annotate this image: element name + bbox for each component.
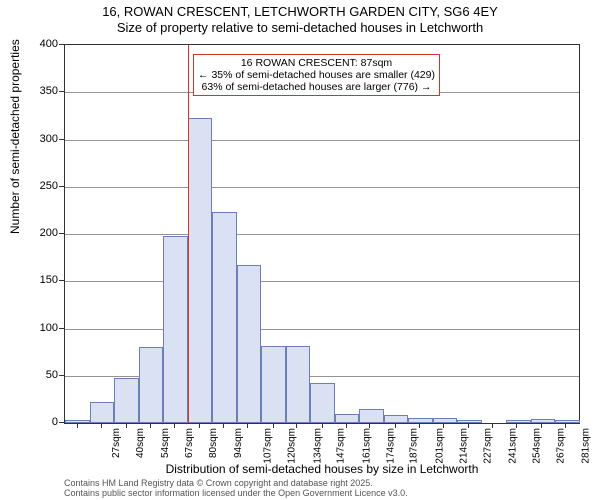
x-tick-label: 214sqm (458, 428, 469, 464)
x-axis-label: Distribution of semi-detached houses by … (64, 462, 580, 476)
x-tick-label: 107sqm (263, 428, 274, 464)
x-tick-mark (150, 424, 151, 428)
histogram-bar (335, 414, 360, 423)
title-block: 16, ROWAN CRESCENT, LETCHWORTH GARDEN CI… (0, 4, 600, 36)
histogram-bar (139, 347, 164, 423)
x-tick-mark (223, 424, 224, 428)
x-tick-mark (174, 424, 175, 428)
histogram-bar (188, 118, 213, 423)
histogram-bar (555, 420, 580, 423)
x-tick-mark (419, 424, 420, 428)
x-tick-label: 267sqm (555, 428, 566, 464)
histogram-bar (531, 419, 556, 423)
histogram-bar (408, 418, 433, 423)
histogram-bar (114, 378, 139, 423)
annotation-line: ← 35% of semi-detached houses are smalle… (198, 69, 435, 81)
x-tick-label: 187sqm (409, 428, 420, 464)
title-line-1: 16, ROWAN CRESCENT, LETCHWORTH GARDEN CI… (0, 4, 600, 20)
x-tick-mark (541, 424, 542, 428)
x-tick-mark (516, 424, 517, 428)
annotation-line: 16 ROWAN CRESCENT: 87sqm (198, 57, 435, 69)
x-tick-label: 120sqm (286, 428, 297, 464)
x-tick-label: 227sqm (482, 428, 493, 464)
histogram-bar (90, 402, 115, 423)
x-tick-label: 67sqm (184, 428, 195, 458)
x-tick-mark (296, 424, 297, 428)
gridline (65, 140, 579, 141)
plot-area: 16 ROWAN CRESCENT: 87sqm← 35% of semi-de… (64, 44, 580, 424)
x-tick-mark (77, 424, 78, 428)
x-tick-mark (369, 424, 370, 428)
histogram-bar (433, 418, 458, 423)
histogram-bar (286, 346, 311, 423)
y-tick-label: 250 (18, 180, 58, 192)
x-tick-label: 161sqm (361, 428, 372, 464)
x-tick-mark (199, 424, 200, 428)
x-tick-mark (322, 424, 323, 428)
y-tick-label: 150 (18, 274, 58, 286)
y-tick-label: 100 (18, 322, 58, 334)
x-tick-mark (273, 424, 274, 428)
y-tick-label: 350 (18, 85, 58, 97)
attribution-line-1: Contains HM Land Registry data © Crown c… (64, 478, 408, 488)
gridline (65, 234, 579, 235)
gridline (65, 187, 579, 188)
chart-container: 16, ROWAN CRESCENT, LETCHWORTH GARDEN CI… (0, 0, 600, 500)
x-tick-label: 94sqm (233, 428, 244, 458)
attribution: Contains HM Land Registry data © Crown c… (64, 478, 408, 498)
property-marker-line (188, 45, 190, 423)
annotation-line: 63% of semi-detached houses are larger (… (198, 81, 435, 93)
histogram-bar (163, 236, 188, 423)
x-tick-mark (492, 424, 493, 428)
x-tick-label: 80sqm (208, 428, 219, 458)
histogram-bar (65, 420, 90, 423)
y-tick-label: 50 (18, 369, 58, 381)
x-tick-label: 27sqm (111, 428, 122, 458)
x-tick-mark (126, 424, 127, 428)
x-tick-mark (395, 424, 396, 428)
x-tick-mark (247, 424, 248, 428)
x-tick-mark (565, 424, 566, 428)
gridline (65, 329, 579, 330)
histogram-bar (506, 420, 531, 423)
annotation-box: 16 ROWAN CRESCENT: 87sqm← 35% of semi-de… (193, 54, 440, 96)
x-tick-mark (443, 424, 444, 428)
y-tick-label: 200 (18, 227, 58, 239)
histogram-bar (261, 346, 286, 423)
title-line-2: Size of property relative to semi-detach… (0, 20, 600, 36)
histogram-bar (310, 383, 335, 423)
histogram-bar (237, 265, 262, 423)
y-tick-label: 400 (18, 38, 58, 50)
x-tick-label: 174sqm (385, 428, 396, 464)
histogram-bar (384, 415, 409, 423)
x-tick-label: 147sqm (336, 428, 347, 464)
attribution-line-2: Contains public sector information licen… (64, 488, 408, 498)
x-tick-label: 134sqm (312, 428, 323, 464)
gridline (65, 281, 579, 282)
x-tick-label: 40sqm (135, 428, 146, 458)
histogram-bar (457, 420, 482, 423)
histogram-bar (359, 409, 384, 423)
x-tick-mark (101, 424, 102, 428)
x-tick-label: 254sqm (532, 428, 543, 464)
x-tick-label: 241sqm (508, 428, 519, 464)
x-tick-label: 281sqm (581, 428, 592, 464)
x-tick-label: 54sqm (160, 428, 171, 458)
y-tick-label: 0 (18, 416, 58, 428)
y-axis: 050100150200250300350400 (0, 44, 64, 424)
y-tick-label: 300 (18, 133, 58, 145)
x-tick-mark (346, 424, 347, 428)
x-tick-label: 201sqm (435, 428, 446, 464)
histogram-bar (212, 212, 237, 423)
x-tick-mark (468, 424, 469, 428)
